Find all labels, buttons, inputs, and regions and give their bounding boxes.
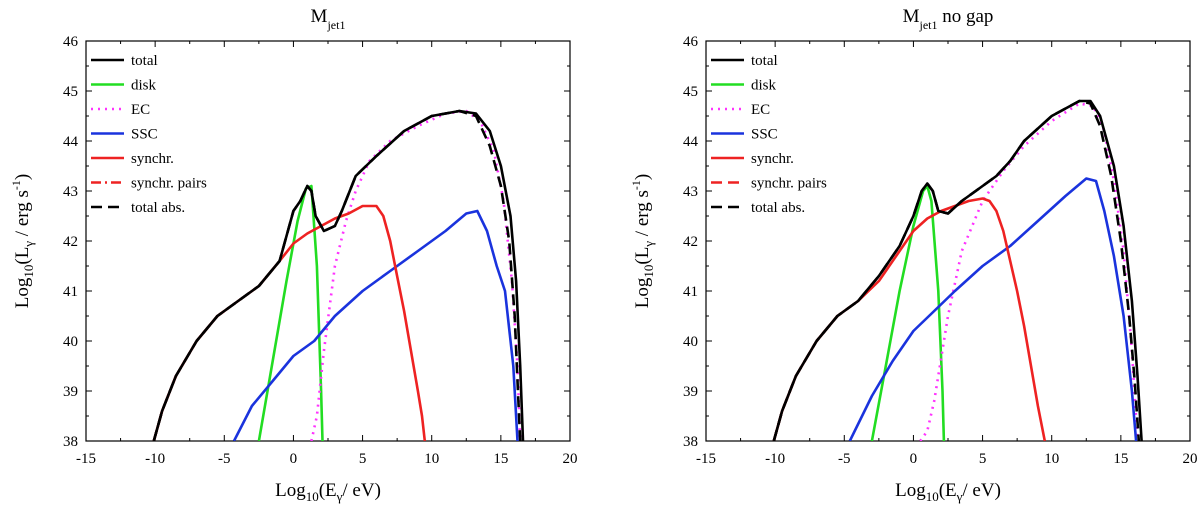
y-tick-label: 42: [63, 234, 78, 250]
series-group: [152, 109, 525, 441]
series-group: [772, 99, 1143, 441]
x-tick-label: -5: [838, 451, 851, 467]
x-tick-label: 0: [290, 451, 298, 467]
legend-label: synchr. pairs: [751, 176, 827, 192]
y-tick-label: 43: [63, 184, 78, 200]
x-tick-label: 5: [979, 451, 987, 467]
y-tick-label: 38: [683, 434, 698, 450]
series-line-disk: [870, 184, 946, 441]
legend: total disk EC SSC synchr. synchr. pairs total …: [711, 53, 827, 216]
y-tick-label: 40: [683, 334, 698, 350]
chart-panel-1: -15 -10 -5 0 5 10 15 20 38 39 40 41 42 43 44 45 46 Mjet1 L…: [9, 6, 578, 504]
x-tick-label: 15: [493, 451, 508, 467]
x-axis-label: Log10(Eγ/ eV): [895, 480, 1001, 504]
x-tick-label: -5: [218, 451, 231, 467]
legend-label: total: [131, 53, 158, 69]
y-tick-label: 45: [63, 84, 78, 100]
y-tick-label: 41: [63, 284, 78, 300]
y-axis-label: Log10(Lγ / erg s-1): [9, 174, 36, 308]
y-tick-label: 44: [683, 134, 699, 150]
y-tick-label: 39: [63, 384, 78, 400]
x-tick-label: 20: [563, 451, 578, 467]
legend: total disk EC SSC synchr. synchr. pairs total …: [91, 53, 207, 216]
series-line-synchr-pairs: [152, 304, 232, 441]
x-tick-label: -10: [145, 451, 165, 467]
legend-label: total abs.: [751, 200, 805, 216]
legend-label: SSC: [751, 127, 778, 143]
x-tick-label: 10: [1044, 451, 1059, 467]
x-tick-label: 20: [1183, 451, 1198, 467]
legend-label: synchr.: [751, 151, 794, 167]
x-tick-label: 5: [359, 451, 367, 467]
x-tick-label: -10: [765, 451, 785, 467]
legend-label: EC: [751, 102, 770, 118]
x-axis-label: Log10(Eγ/ eV): [275, 480, 381, 504]
x-tick-label: 0: [910, 451, 918, 467]
legend-label: total: [751, 53, 778, 69]
legend-label: SSC: [131, 127, 158, 143]
chart-panel-2: -15 -10 -5 0 5 10 15 20 38 39 40 41 42 43 44 45 46 Mjet1 …: [629, 6, 1198, 504]
x-tick-label: -15: [696, 451, 716, 467]
plot-frame: [85, 40, 571, 442]
x-tick-label: 10: [424, 451, 439, 467]
y-tick-label: 44: [63, 134, 79, 150]
series-line-synchr: [152, 204, 427, 441]
plot-frame: [705, 40, 1191, 442]
series-line-ssc: [232, 209, 519, 441]
series-line-total-abs: [772, 99, 1141, 441]
series-line-synchr: [772, 197, 1047, 441]
legend-label: disk: [751, 78, 777, 94]
y-tick-label: 46: [63, 34, 79, 50]
chart-title: Mjet1 no gap: [903, 6, 994, 32]
y-tick-label: 40: [63, 334, 78, 350]
legend-label: synchr.: [131, 151, 174, 167]
series-line-ec: [919, 102, 1139, 441]
series-line-total-abs: [152, 109, 522, 441]
legend-label: EC: [131, 102, 150, 118]
y-tick-label: 39: [683, 384, 698, 400]
x-tick-label: -15: [76, 451, 96, 467]
series-line-synchr-pairs: [772, 304, 852, 441]
series-line-ssc: [848, 177, 1138, 441]
y-tick-label: 46: [683, 34, 699, 50]
legend-label: synchr. pairs: [131, 176, 207, 192]
series-line-ec: [310, 109, 522, 441]
y-tick-label: 43: [683, 184, 698, 200]
legend-label: total abs.: [131, 200, 185, 216]
y-axis-label: Log10(Lγ / erg s-1): [629, 174, 656, 308]
x-tick-label: 15: [1113, 451, 1128, 467]
y-tick-label: 38: [63, 434, 78, 450]
legend-label: disk: [131, 78, 157, 94]
y-tick-label: 45: [683, 84, 698, 100]
y-tick-label: 41: [683, 284, 698, 300]
y-tick-label: 42: [683, 234, 698, 250]
series-line-total: [152, 109, 525, 441]
chart-title: Mjet1: [311, 6, 346, 32]
